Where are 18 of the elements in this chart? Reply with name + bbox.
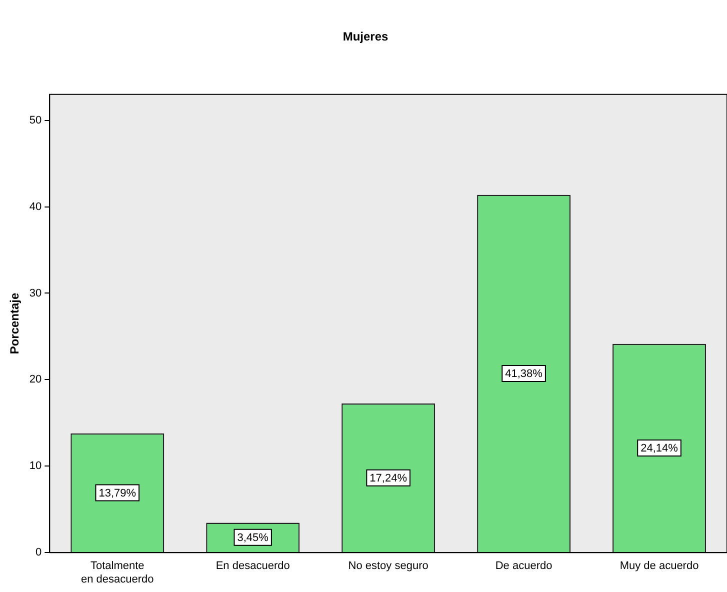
y-tick-label: 50	[29, 114, 42, 126]
y-tick-label: 30	[29, 287, 42, 300]
x-tick-label: Totalmente en desacuerdo	[80, 560, 154, 586]
y-axis-title: Porcentaje	[8, 292, 22, 354]
x-tick-label: No estoy seguro	[348, 560, 428, 572]
chart-title: Mujeres	[342, 30, 388, 44]
y-tick-label: 0	[36, 546, 42, 559]
x-tick-label: En desacuerdo	[216, 560, 290, 572]
y-tick-label: 40	[29, 200, 42, 213]
x-tick-label: Muy de acuerdo	[620, 560, 699, 572]
data-label: 17,24%	[370, 472, 408, 484]
data-label: 3,45%	[237, 532, 269, 544]
data-label: 41,38%	[505, 368, 543, 380]
data-label: 24,14%	[640, 442, 678, 455]
y-tick-label: 10	[29, 460, 42, 472]
x-tick-label: De acuerdo	[495, 560, 552, 572]
data-label: 13,79%	[98, 487, 136, 500]
y-tick-label: 20	[29, 374, 42, 386]
